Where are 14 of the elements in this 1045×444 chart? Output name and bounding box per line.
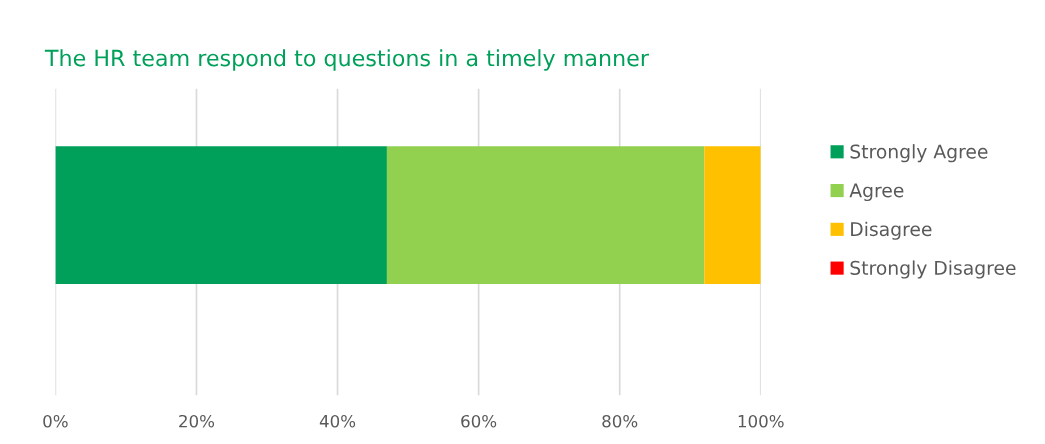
legend-label: Disagree bbox=[851, 221, 932, 240]
x-tick-label: 40% bbox=[319, 414, 356, 428]
legend-label: Strongly Disagree bbox=[850, 260, 1016, 279]
bar bbox=[704, 146, 761, 285]
legend-label: Strongly Agree bbox=[850, 144, 988, 163]
legend-label: Agree bbox=[849, 183, 904, 202]
x-tick-label: 60% bbox=[461, 414, 497, 428]
x-tick-label: 100% bbox=[738, 414, 784, 428]
x-tick-label: 20% bbox=[179, 414, 215, 428]
bar bbox=[386, 146, 705, 285]
chart-title: The HR team respond to questions in a timely manner bbox=[44, 49, 649, 71]
x-tick-label: 0% bbox=[43, 414, 68, 428]
bar bbox=[55, 146, 387, 285]
x-tick-label: 80% bbox=[602, 414, 638, 428]
